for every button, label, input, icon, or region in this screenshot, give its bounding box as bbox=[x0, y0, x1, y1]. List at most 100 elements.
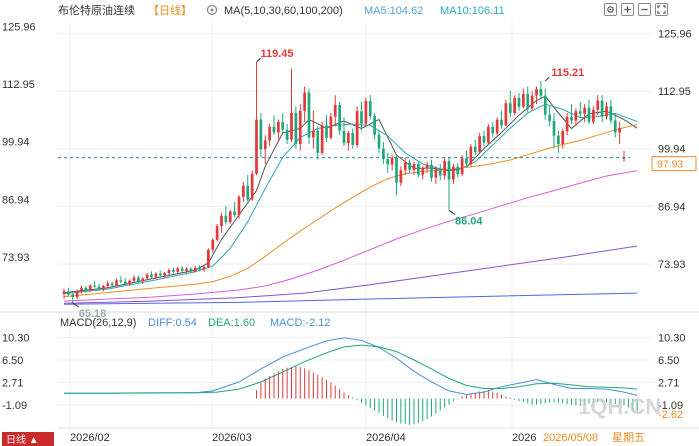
candle-body bbox=[294, 112, 298, 145]
candle-body bbox=[163, 273, 166, 276]
candle-body bbox=[242, 185, 245, 197]
candle bbox=[137, 275, 140, 283]
candle bbox=[198, 265, 201, 272]
candle-body bbox=[395, 157, 398, 183]
settings-gear-icon[interactable] bbox=[206, 4, 218, 16]
candle-body bbox=[220, 215, 223, 227]
candle bbox=[469, 144, 473, 167]
candle-body bbox=[508, 103, 512, 113]
candle-body bbox=[613, 120, 617, 133]
candle bbox=[360, 101, 363, 131]
candle bbox=[447, 157, 451, 211]
candle bbox=[456, 162, 460, 178]
ma-line-ma200 bbox=[63, 292, 638, 305]
candle-body bbox=[211, 239, 215, 250]
minus-icon[interactable] bbox=[638, 3, 651, 16]
y-tick-label-left: 73.93 bbox=[2, 252, 30, 264]
candle-body bbox=[119, 280, 123, 282]
candle bbox=[172, 267, 175, 274]
candle bbox=[93, 280, 96, 288]
macd-y-tick-left: -1.09 bbox=[2, 400, 27, 412]
candle bbox=[110, 281, 114, 287]
candle bbox=[128, 279, 131, 287]
candle bbox=[333, 95, 337, 127]
candle-body bbox=[351, 132, 355, 145]
candle-body bbox=[115, 280, 118, 286]
high-annotation: 119.45 bbox=[256, 48, 294, 63]
candle bbox=[596, 95, 600, 116]
fullscreen-icon[interactable] bbox=[655, 3, 668, 16]
candle bbox=[508, 90, 512, 118]
candle-body bbox=[285, 129, 289, 140]
candle bbox=[438, 164, 442, 181]
candle-body bbox=[303, 92, 306, 111]
candle-body bbox=[158, 273, 162, 276]
candle bbox=[255, 62, 258, 176]
low-annotation: 86.04 bbox=[448, 210, 483, 227]
candle-body bbox=[539, 89, 543, 96]
candle-body bbox=[325, 125, 328, 138]
candle bbox=[482, 130, 486, 147]
candle bbox=[526, 86, 530, 113]
candle-body bbox=[110, 283, 114, 286]
candle-body bbox=[592, 109, 595, 122]
candle bbox=[215, 223, 219, 242]
candle bbox=[403, 157, 407, 176]
y-tick-label-right: 112.95 bbox=[658, 86, 691, 98]
candle bbox=[185, 266, 188, 275]
high2-annotation: 115.21 bbox=[544, 67, 584, 82]
candle-body bbox=[543, 95, 547, 115]
candle-body bbox=[141, 278, 145, 282]
candle-body bbox=[145, 274, 149, 279]
candle-body bbox=[154, 273, 158, 278]
left-y-axis: 125.96 112.95 99.94 86.94 73.93 bbox=[2, 21, 36, 264]
add-icon[interactable] bbox=[621, 3, 634, 16]
candle bbox=[263, 135, 267, 164]
candle bbox=[272, 115, 276, 136]
candle bbox=[587, 99, 591, 125]
candle-body bbox=[473, 146, 477, 153]
candle bbox=[97, 283, 101, 291]
candle-body bbox=[548, 114, 551, 121]
candle-body bbox=[355, 111, 359, 145]
macd-dea-line bbox=[64, 344, 638, 394]
candle bbox=[290, 68, 293, 142]
macd-dea-label: DEA:1.60 bbox=[208, 317, 255, 329]
candle-body bbox=[377, 134, 381, 149]
candle bbox=[465, 150, 468, 167]
candle bbox=[548, 106, 551, 127]
candle bbox=[347, 130, 350, 151]
candle-body bbox=[565, 116, 569, 132]
gear-icon[interactable] bbox=[604, 3, 617, 16]
macd-diff-label: DIFF:0.54 bbox=[148, 317, 197, 329]
y-tick-label-right: 99.94 bbox=[658, 144, 686, 156]
candle-body bbox=[417, 164, 420, 175]
candle bbox=[351, 128, 355, 149]
candle bbox=[565, 112, 569, 136]
candle-body bbox=[281, 121, 285, 130]
candle bbox=[421, 166, 425, 180]
candle bbox=[478, 132, 481, 153]
candle-body bbox=[421, 167, 425, 175]
candle bbox=[605, 101, 608, 120]
candle-body bbox=[570, 116, 573, 121]
candle-body bbox=[193, 267, 197, 272]
candle bbox=[193, 265, 197, 273]
candle bbox=[473, 139, 477, 156]
x-label-current-date: 2026/05/08 bbox=[543, 432, 598, 444]
candle-body bbox=[587, 107, 591, 122]
macd-y-tick-right: -1.09 bbox=[658, 400, 683, 412]
candle-body bbox=[412, 164, 416, 170]
candle bbox=[119, 276, 123, 284]
candle bbox=[88, 284, 92, 292]
candle-body bbox=[605, 106, 608, 117]
candle-body bbox=[399, 170, 403, 183]
candle-body bbox=[386, 159, 390, 165]
candle bbox=[71, 290, 75, 303]
candle-body bbox=[517, 97, 521, 107]
period-label[interactable]: 【日线】 bbox=[148, 3, 192, 17]
candle bbox=[368, 95, 372, 120]
candle bbox=[67, 287, 70, 296]
candle-body bbox=[272, 126, 276, 133]
candle bbox=[561, 128, 565, 149]
